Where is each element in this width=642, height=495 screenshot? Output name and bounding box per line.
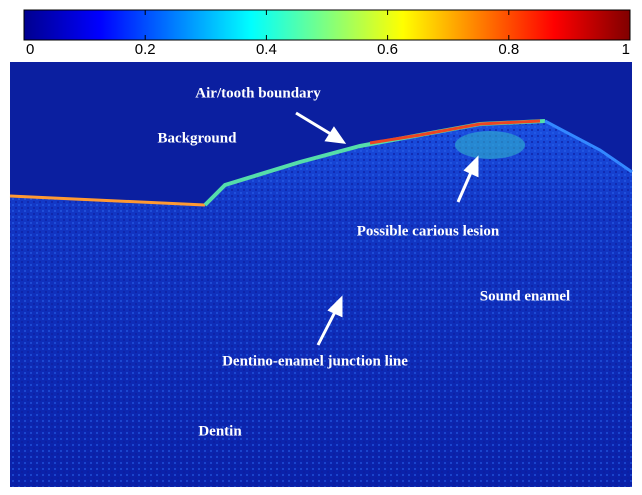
- annotation: Background: [158, 130, 238, 146]
- annotation: Dentino-enamel junction line: [222, 353, 408, 369]
- annotation: Possible carious lesion: [357, 223, 500, 239]
- annotation: Air/tooth boundary: [195, 85, 321, 101]
- lesion-region: [455, 131, 525, 159]
- oct-image: [10, 62, 632, 487]
- tick-label: 0.6: [377, 41, 398, 58]
- colorbar-gradient: [24, 10, 630, 40]
- tick-label: 0.2: [135, 41, 156, 58]
- tick-label: 0: [26, 41, 34, 58]
- annotation: Sound enamel: [480, 288, 570, 304]
- annotation: Dentin: [198, 423, 242, 439]
- tick-label: 0.8: [498, 41, 519, 58]
- tick-label: 0.4: [256, 41, 277, 58]
- tick-label: 1: [622, 41, 630, 58]
- figure: 0 0.2 0.4 0.6 0.8 1 Air/tooth boundary Backgr…: [0, 0, 642, 495]
- colorbar: 0 0.2 0.4 0.6 0.8 1: [24, 10, 630, 58]
